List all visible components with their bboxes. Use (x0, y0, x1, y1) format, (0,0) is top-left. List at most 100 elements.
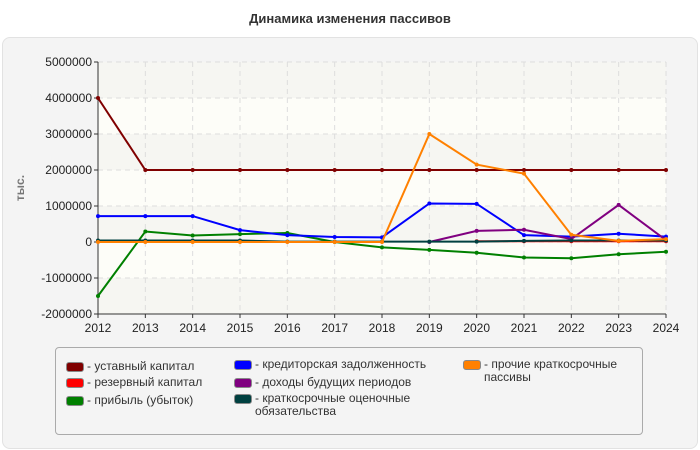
data-point-0 (427, 168, 432, 172)
x-tick-label: 2023 (605, 321, 632, 335)
plot-area: 5000000 4000000 3000000 2000000 1000000 0 -100… (13, 55, 680, 335)
data-point-3 (332, 234, 337, 239)
legend: - уставный капитал - резервный капитал - п… (55, 347, 643, 435)
data-point-3 (96, 214, 100, 219)
data-point-3 (616, 231, 621, 236)
data-point-0 (332, 168, 337, 172)
chart-title: Динамика изменения пассивов (249, 11, 451, 26)
data-point-6 (569, 232, 574, 237)
data-point-3 (238, 228, 242, 233)
data-point-4 (522, 227, 526, 232)
x-tick-label: 2019 (416, 321, 443, 335)
legend-item: - прибыль (убыток) (66, 394, 193, 407)
data-point-6 (96, 240, 100, 244)
y-tick-label: -2000000 (41, 307, 92, 321)
legend-label: - прибыль (убыток) (87, 393, 194, 407)
data-point-0 (522, 168, 526, 172)
y-tick-label: 5000000 (45, 55, 92, 69)
y-tick-label: 0 (85, 235, 92, 249)
data-point-2 (569, 256, 574, 261)
legend-item: - резервный капитал (66, 376, 202, 389)
data-point-2 (96, 294, 100, 298)
data-point-0 (616, 168, 621, 172)
data-point-6 (238, 240, 242, 244)
data-point-6 (285, 240, 290, 244)
x-tick-label: 2014 (179, 321, 206, 335)
data-point-0 (664, 168, 668, 172)
legend-label: - краткосрочные оценочные обязательства (255, 391, 411, 418)
legend-swatch (66, 362, 84, 372)
y-tick-label: 3000000 (45, 127, 92, 141)
data-point-2 (522, 255, 526, 260)
legend-label: - резервный капитал (87, 375, 203, 389)
data-point-6 (474, 162, 479, 167)
y-tick-label: 2000000 (45, 163, 92, 177)
x-tick-label: 2022 (558, 321, 585, 335)
data-point-3 (522, 233, 526, 238)
data-point-5 (569, 238, 574, 243)
y-tick-label: 4000000 (45, 91, 92, 105)
data-point-3 (143, 214, 148, 219)
data-point-2 (664, 249, 668, 254)
data-point-3 (427, 201, 432, 206)
data-point-6 (427, 132, 432, 136)
x-tick-label: 2012 (85, 321, 112, 335)
x-tick-label: 2024 (653, 321, 680, 335)
x-tick-label: 2018 (369, 321, 396, 335)
data-point-0 (96, 96, 100, 100)
legend-swatch (234, 394, 252, 404)
x-tick-label: 2013 (132, 321, 159, 335)
x-tick-label: 2021 (511, 321, 538, 335)
legend-swatch (66, 396, 84, 406)
data-point-2 (380, 245, 384, 250)
data-point-2 (616, 252, 621, 257)
y-tick-label: 1000000 (45, 199, 92, 213)
data-point-0 (569, 168, 574, 172)
data-point-5 (522, 238, 526, 243)
data-point-0 (238, 168, 242, 172)
data-point-0 (190, 168, 195, 172)
data-point-5 (427, 239, 432, 244)
y-tick-label: -1000000 (41, 271, 92, 285)
data-point-3 (285, 233, 290, 238)
data-point-4 (616, 202, 621, 207)
data-point-2 (143, 229, 148, 234)
legend-item: - доходы будущих периодов (234, 376, 411, 389)
legend-item: - краткосрочные оценочные обязательства (234, 392, 434, 418)
data-point-3 (190, 214, 195, 219)
legend-swatch (66, 378, 84, 388)
legend-swatch (234, 360, 252, 370)
data-point-5 (474, 239, 479, 244)
legend-label: - прочие краткосрочные пассивы (484, 357, 618, 384)
data-point-6 (380, 240, 384, 244)
data-point-0 (143, 168, 148, 172)
x-tick-label: 2017 (321, 321, 348, 335)
x-tick-label: 2016 (274, 321, 301, 335)
data-point-2 (190, 233, 195, 238)
legend-item: - кредиторская задолженность (234, 358, 426, 371)
data-point-4 (474, 228, 479, 233)
y-axis-label: тыс. (13, 175, 27, 201)
data-point-0 (474, 168, 479, 172)
legend-label: - кредиторская задолженность (255, 357, 427, 371)
data-point-3 (474, 201, 479, 206)
series-line-4 (429, 203, 667, 243)
data-point-2 (238, 232, 242, 237)
legend-item: - прочие краткосрочные пассивы (463, 358, 633, 384)
legend-label: - доходы будущих периодов (255, 375, 412, 389)
data-point-6 (664, 237, 668, 242)
legend-swatch (234, 378, 252, 388)
legend-label: - уставный капитал (87, 359, 195, 373)
x-tick-label: 2020 (463, 321, 490, 335)
data-point-2 (474, 250, 479, 255)
data-point-6 (522, 171, 526, 176)
data-point-2 (427, 247, 432, 252)
data-point-6 (143, 240, 148, 244)
data-point-0 (285, 168, 290, 172)
x-tick-label: 2015 (227, 321, 254, 335)
data-point-0 (380, 168, 384, 172)
data-point-6 (190, 240, 195, 244)
data-point-6 (616, 238, 621, 243)
legend-item: - уставный капитал (66, 360, 194, 373)
legend-swatch (463, 360, 481, 370)
